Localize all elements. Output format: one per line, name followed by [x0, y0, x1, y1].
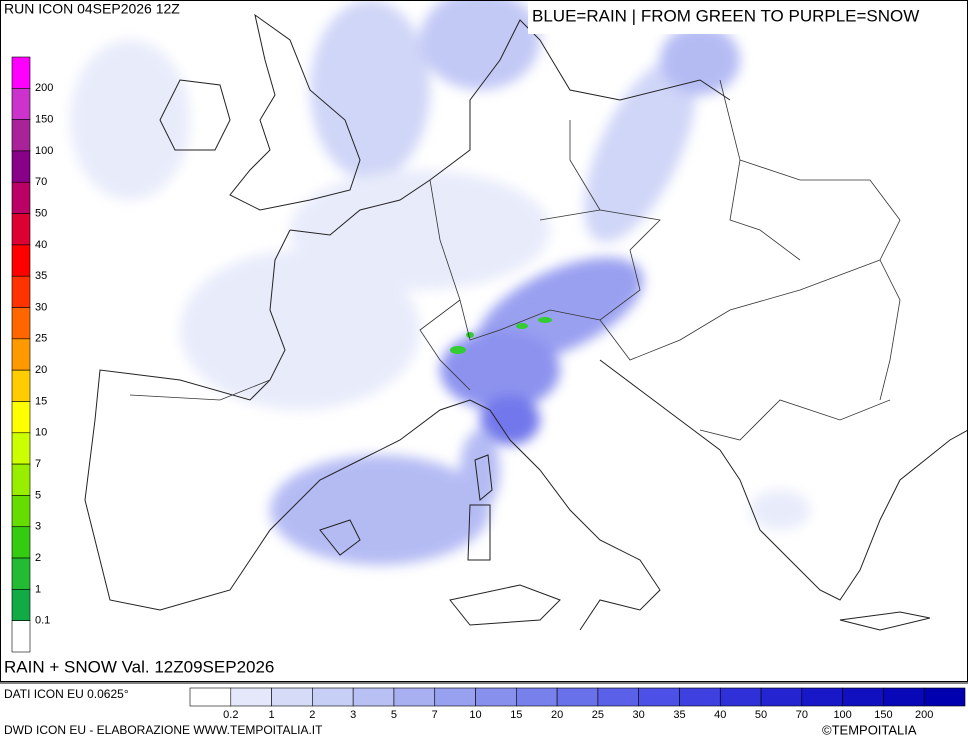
rain-swatch [638, 687, 680, 707]
snow-label: 2 [35, 552, 41, 564]
snow-label: 50 [35, 207, 47, 219]
coastlines [84, 13, 968, 631]
run-bg [0, 0, 205, 20]
rain-label: 150 [874, 709, 892, 721]
map-area [70, 0, 968, 631]
rain-swatch [230, 687, 272, 707]
snow-swatch [11, 463, 31, 496]
snow-label: 7 [35, 458, 41, 470]
snow-swatch [11, 119, 31, 152]
snow-label: 0.1 [35, 615, 50, 627]
snow-swatch [11, 307, 31, 340]
snow-label: 70 [35, 176, 47, 188]
snow-swatch [11, 213, 31, 246]
snow-label: 10 [35, 427, 47, 439]
snow-swatch [11, 432, 31, 465]
snow-label: 150 [35, 114, 53, 126]
legend-title-bg [528, 0, 968, 34]
rain-swatch [271, 687, 313, 707]
rain-swatch [923, 687, 966, 707]
rain-label: 0.2 [223, 709, 238, 721]
borders [129, 79, 901, 441]
rain-swatch [760, 687, 803, 707]
snow-swatch [11, 495, 31, 528]
snow-swatch [11, 181, 31, 214]
rain-swatch [801, 687, 843, 707]
rain-swatch [393, 687, 436, 707]
snow-label: 1 [35, 583, 41, 595]
rain-label: 15 [510, 709, 522, 721]
legend-title-clip: BLUE=RAIN | FROM GREEN TO PURPLE=SNOW [532, 6, 919, 25]
snow-label: 100 [35, 145, 53, 157]
rain-swatch [475, 687, 517, 707]
rain-scale: 0.2 1 2 3 5 7 10 15 20 25 30 35 40 50 70 100 150 200 [189, 687, 966, 721]
snow-scale: 200 150 100 70 50 40 35 30 25 20 15 10 7 5 3 2 1 0.1 [11, 56, 53, 653]
rain-swatch [312, 687, 354, 707]
rain-label: 100 [833, 709, 851, 721]
snow-label: 20 [35, 364, 47, 376]
rain-label: 35 [673, 709, 685, 721]
snow-swatch [11, 56, 31, 89]
rain-label: 25 [592, 709, 604, 721]
snow-label: 40 [35, 239, 47, 251]
rain-label: 50 [755, 709, 767, 721]
rain-swatch [842, 687, 884, 707]
snow-label: 3 [35, 521, 41, 533]
snow-label: 35 [35, 270, 47, 282]
rain-label: 200 [915, 709, 933, 721]
snow-label: 25 [35, 333, 47, 345]
rain-swatch [719, 687, 762, 707]
rain-swatch [189, 687, 232, 707]
rain-label: 2 [309, 709, 315, 721]
rain-swatch [352, 687, 395, 707]
rain-swatch [434, 687, 476, 707]
data-source: DATI ICON EU 0.0625° [4, 687, 129, 701]
rain-swatch [597, 687, 639, 707]
snow-label: 30 [35, 301, 47, 313]
rain-label: 3 [350, 709, 356, 721]
legend-title: BLUE=RAIN | FROM GREEN TO PURPLE=SNOW [532, 6, 919, 25]
snow-swatch [11, 620, 31, 653]
rain-label: 20 [551, 709, 563, 721]
snow-swatch [11, 526, 31, 559]
snow-swatch [11, 275, 31, 308]
rain-label: 30 [633, 709, 645, 721]
snow-swatch [11, 150, 31, 183]
snow-spots [450, 317, 552, 354]
snow-swatch [11, 244, 31, 277]
snow-label: 200 [35, 82, 53, 94]
run-label: RUN ICON 04SEP2026 12Z [4, 1, 180, 17]
rain-swatch [883, 687, 925, 707]
snow-swatch [11, 557, 31, 590]
rain-label: 70 [796, 709, 808, 721]
copyright: ©TEMPOITALIA [822, 722, 917, 737]
snow-swatch [11, 401, 31, 434]
credit: DWD ICON EU - ELABORAZIONE WWW.TEMPOITAL… [4, 723, 323, 737]
snow-swatch [11, 88, 31, 120]
snow-swatch [11, 369, 31, 402]
rain-swatch [679, 687, 721, 707]
rain-label: 5 [391, 709, 397, 721]
precip-field [70, 0, 810, 565]
snow-swatch [11, 589, 31, 621]
rain-swatch [516, 687, 558, 707]
rain-swatch [556, 687, 599, 707]
rain-label: 40 [714, 709, 726, 721]
field-label: RAIN + SNOW Val. 12Z09SEP2026 [4, 657, 274, 676]
rain-label: 1 [269, 709, 275, 721]
rain-label: 10 [469, 709, 481, 721]
snow-swatch [11, 338, 31, 371]
snow-label: 15 [35, 395, 47, 407]
snow-label: 5 [35, 489, 41, 501]
rain-label: 7 [432, 709, 438, 721]
